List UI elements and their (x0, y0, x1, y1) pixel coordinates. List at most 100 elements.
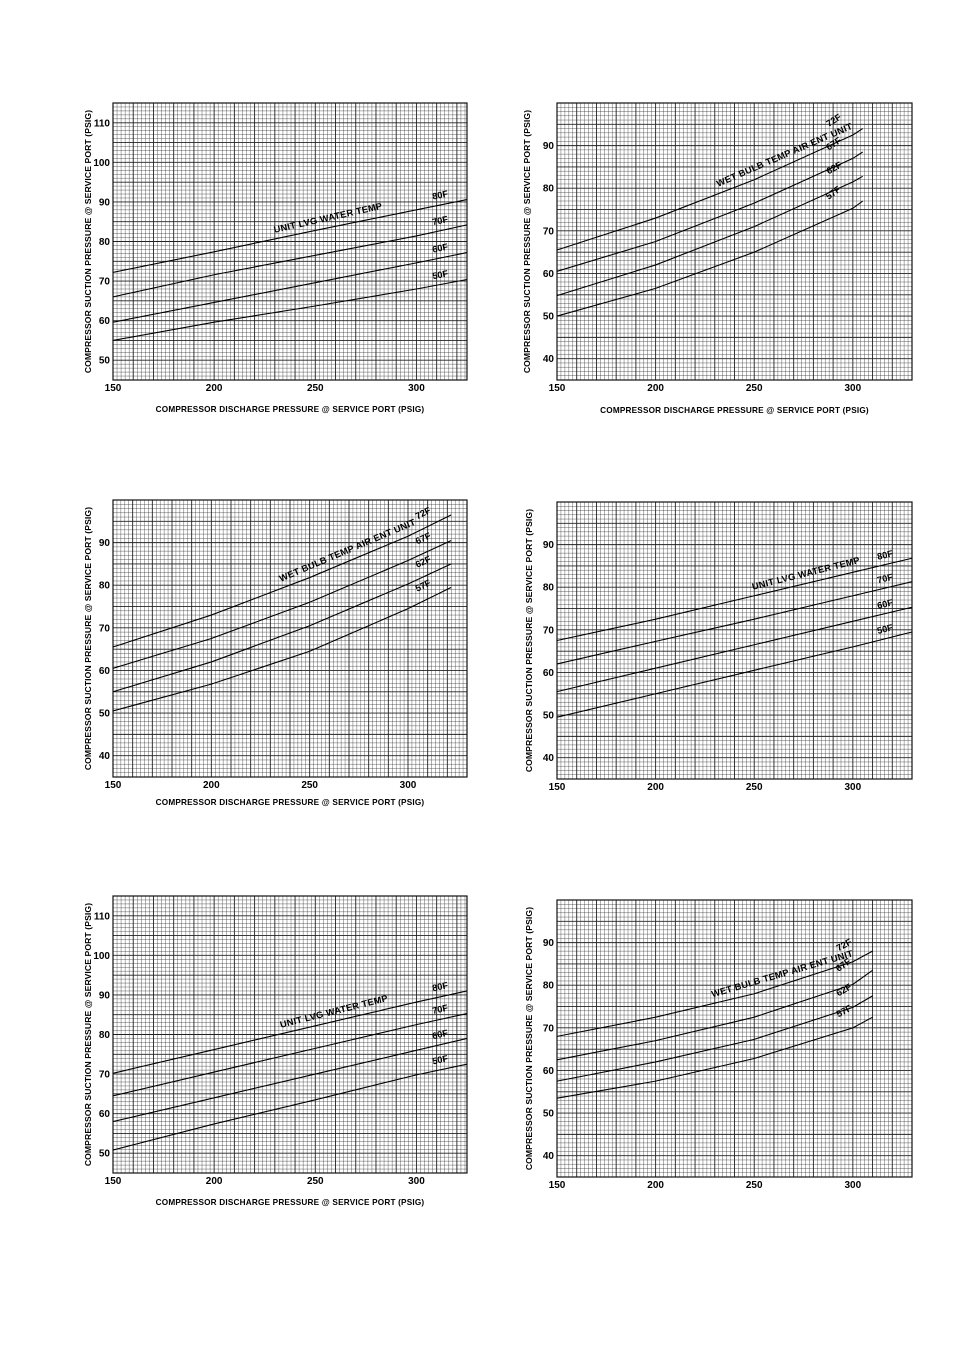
x-axis-label: COMPRESSOR DISCHARGE PRESSURE @ SERVICE … (600, 406, 869, 415)
plot-frame (112, 102, 468, 381)
grid (112, 499, 468, 778)
series-tag: 67F (414, 530, 433, 546)
series-tag: 60F (431, 242, 449, 255)
series-line-72F (556, 128, 863, 251)
series-line-72F (112, 514, 452, 648)
x-tick-label: 200 (203, 780, 220, 791)
y-tick-label: 80 (543, 184, 555, 195)
series-line-70F (112, 224, 468, 298)
x-tick-label: 150 (549, 782, 566, 793)
series-line-67F (556, 151, 863, 272)
y-tick-label: 70 (543, 226, 555, 237)
series-line-57F (556, 1016, 873, 1099)
x-tick-label: 150 (105, 383, 122, 394)
y-tick-label: 40 (543, 753, 555, 764)
y-tick-label: 110 (94, 911, 111, 922)
y-axis-label: COMPRESSOR SUCTION PRESSURE @ SERVICE PO… (83, 110, 93, 373)
series-line-80F (556, 557, 913, 642)
series-line-57F (556, 200, 864, 317)
series-tag: 57F (835, 1003, 854, 1020)
y-tick-label: 80 (543, 981, 555, 992)
series-line-62F (556, 995, 873, 1082)
y-tick-label: 70 (99, 623, 111, 634)
y-tick-label: 90 (99, 538, 111, 549)
x-tick-label: 250 (301, 780, 318, 791)
y-tick-label: 100 (93, 951, 110, 962)
series-tag: 80F (431, 980, 449, 993)
y-tick-label: 90 (543, 141, 555, 152)
x-tick-label: 300 (408, 383, 425, 394)
y-tick-label: 100 (93, 158, 110, 169)
series-tag: 60F (431, 1028, 449, 1041)
x-tick-label: 200 (647, 782, 664, 793)
x-axis-label: COMPRESSOR DISCHARGE PRESSURE @ SERVICE … (156, 1198, 425, 1207)
grid (556, 501, 913, 780)
series-tag: 60F (876, 597, 894, 610)
x-tick-label: 150 (549, 383, 566, 394)
series-tag: 80F (431, 189, 449, 202)
y-tick-label: 50 (543, 312, 555, 323)
x-tick-label: 300 (400, 780, 417, 791)
y-tick-label: 80 (99, 581, 111, 592)
grid (112, 102, 467, 381)
x-axis-label: COMPRESSOR DISCHARGE PRESSURE @ SERVICE … (156, 798, 425, 807)
x-axis-label: COMPRESSOR DISCHARGE PRESSURE @ SERVICE … (156, 405, 425, 414)
series-tag: 50F (432, 268, 450, 281)
grid (556, 102, 913, 381)
x-tick-label: 200 (206, 1176, 223, 1187)
y-tick-label: 90 (543, 938, 555, 949)
series-line-60F (112, 252, 468, 323)
x-tick-label: 250 (746, 782, 763, 793)
series-tag: 50F (876, 622, 894, 636)
series-line-57F (112, 586, 452, 712)
x-tick-label: 250 (307, 383, 324, 394)
series-line-72F (556, 950, 873, 1037)
y-axis-label: COMPRESSOR SUCTION PRESSURE @ SERVICE PO… (522, 110, 532, 373)
x-tick-label: 300 (844, 383, 861, 394)
series-line-80F (112, 199, 468, 273)
x-tick-label: 250 (746, 383, 763, 394)
y-tick-label: 110 (94, 118, 111, 129)
series-line-60F (112, 1037, 468, 1123)
series-line-80F (112, 990, 468, 1074)
y-axis-label: COMPRESSOR SUCTION PRESSURE @ SERVICE PO… (524, 907, 534, 1170)
y-tick-label: 90 (99, 197, 111, 208)
y-tick-label: 50 (99, 356, 111, 367)
series-line-60F (556, 606, 913, 693)
x-tick-label: 150 (105, 1176, 122, 1187)
series-tag: 50F (431, 1053, 449, 1066)
grid (112, 895, 467, 1174)
x-tick-label: 300 (844, 782, 861, 793)
y-tick-label: 50 (99, 1149, 111, 1160)
y-tick-label: 70 (99, 277, 111, 288)
y-tick-label: 50 (99, 709, 111, 720)
y-tick-label: 50 (543, 711, 555, 722)
y-tick-label: 70 (543, 625, 555, 636)
y-tick-label: 70 (543, 1023, 555, 1034)
series-line-50F (556, 631, 913, 718)
y-tick-label: 80 (99, 237, 111, 248)
x-tick-label: 250 (746, 1180, 763, 1191)
series-line-70F (112, 1012, 468, 1097)
y-tick-label: 70 (99, 1070, 111, 1081)
y-tick-label: 90 (543, 540, 555, 551)
series-line-67F (112, 539, 452, 669)
plot-frame (556, 102, 913, 381)
series-tag: 62F (835, 981, 854, 998)
x-tick-label: 200 (647, 383, 664, 394)
y-axis-label: COMPRESSOR SUCTION PRESSURE @ SERVICE PO… (83, 903, 93, 1166)
series-tag: 70F (431, 1003, 449, 1016)
series-line-50F (112, 278, 468, 341)
x-tick-label: 200 (206, 383, 223, 394)
x-tick-label: 300 (408, 1176, 425, 1187)
series-tag: 57F (824, 184, 843, 202)
y-tick-label: 60 (99, 1109, 111, 1120)
curve-family-label: UNIT LVG WATER TEMP (751, 555, 861, 592)
series-tag: 80F (876, 548, 894, 561)
y-axis-label: COMPRESSOR SUCTION PRESSURE @ SERVICE PO… (524, 509, 534, 772)
